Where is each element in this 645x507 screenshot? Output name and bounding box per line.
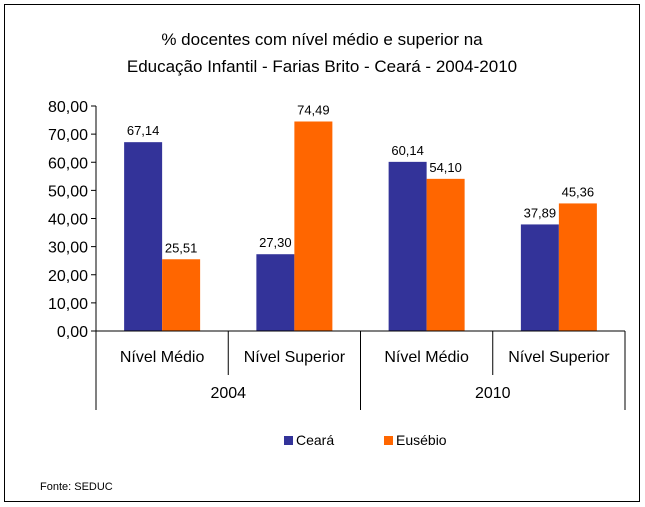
y-tick-label: 0,00 <box>57 324 88 341</box>
bar-eusbio-1 <box>294 121 333 331</box>
source-note: Fonte: SEDUC <box>40 481 113 493</box>
data-label: 74,49 <box>297 102 330 117</box>
bar-cear-0 <box>124 142 163 331</box>
bar-cear-1 <box>256 254 295 331</box>
legend-swatch-eusebio <box>384 436 393 445</box>
category-label: Nível Médio <box>384 349 469 366</box>
y-tick-label: 60,00 <box>48 155 88 172</box>
y-tick-label: 20,00 <box>48 268 88 285</box>
y-tick-label: 50,00 <box>48 183 88 200</box>
y-tick-label: 70,00 <box>48 127 88 144</box>
x-axis: Nível Médio Nível Superior 2004 Nível Médio… <box>95 330 626 410</box>
bar-cear-2 <box>388 161 427 331</box>
legend-label-ceara: Ceará <box>296 432 334 448</box>
legend: Ceará Eusébio <box>284 432 447 448</box>
y-tick-label: 40,00 <box>48 212 88 229</box>
chart-title-line-1: % docentes com nível médio e superior na <box>161 30 483 49</box>
data-label: 27,30 <box>259 235 292 250</box>
data-label: 60,14 <box>391 143 424 158</box>
y-tick-label: 80,00 <box>48 99 88 116</box>
bar-eusbio-3 <box>558 203 597 331</box>
y-tick-label: 10,00 <box>48 296 88 313</box>
data-label: 37,89 <box>524 205 557 220</box>
group-label: 2004 <box>210 385 246 402</box>
category-label: Nível Superior <box>244 349 346 366</box>
bars <box>124 121 597 331</box>
bar-eusbio-2 <box>426 178 465 331</box>
bar-eusbio-0 <box>162 259 201 331</box>
data-label: 67,14 <box>127 123 160 138</box>
group-label: 2010 <box>475 385 511 402</box>
chart-title-line-2: Educação Infantil - Farias Brito - Ceará… <box>127 57 517 76</box>
data-label: 54,10 <box>429 160 462 175</box>
legend-swatch-ceara <box>284 436 293 445</box>
data-labels: 67,14 25,51 27,30 74,49 60,14 54,10 37,89 45,36 <box>127 102 594 255</box>
data-label: 45,36 <box>562 184 595 199</box>
category-label: Nível Médio <box>120 349 205 366</box>
y-tick-label: 30,00 <box>48 240 88 257</box>
category-label: Nível Superior <box>508 349 610 366</box>
y-axis: 0,00 10,00 20,00 30,00 40,00 50,00 60,00 70,00 8… <box>48 99 97 341</box>
legend-label-eusebio: Eusébio <box>396 432 447 448</box>
bar-cear-3 <box>520 224 559 331</box>
data-label: 25,51 <box>165 240 198 255</box>
